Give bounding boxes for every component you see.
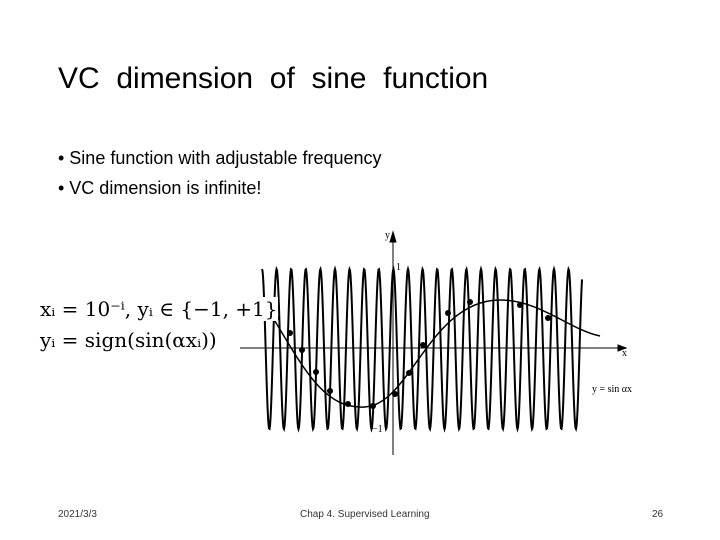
sample-point (517, 302, 523, 308)
fast-sine (261, 265, 583, 433)
sample-point (545, 315, 551, 321)
sample-point (420, 342, 426, 348)
sample-point (445, 310, 451, 316)
sample-point (299, 347, 305, 353)
bullet: • Sine function with adjustable frequenc… (58, 148, 382, 168)
sample-point (287, 330, 293, 336)
curve-label: y = sin αx (592, 384, 632, 395)
sample-point (313, 369, 319, 375)
tick-label: −1 (372, 424, 383, 435)
sample-point (406, 370, 412, 376)
formula: yᵢ = sign(sin(αxᵢ)) (40, 328, 217, 352)
formula: xᵢ = 10⁻ⁱ, yᵢ ∈ {−1, +1} (40, 297, 278, 321)
y-label: y (385, 230, 390, 241)
footer-center: Chap 4. Supervised Learning (300, 509, 430, 520)
sample-point (370, 403, 376, 409)
sample-point (392, 391, 398, 397)
sample-point (467, 299, 473, 305)
footer-date: 2021/3/3 (58, 509, 97, 520)
arrow (617, 344, 628, 352)
x-label: x (622, 348, 627, 359)
sample-point (327, 388, 333, 394)
page-number: 26 (652, 509, 664, 520)
arrow (389, 230, 397, 243)
sample-point (345, 401, 351, 407)
slide-title: VC dimension of sine function (58, 62, 489, 95)
slow-sine (261, 299, 601, 408)
tick-label: 1 (396, 262, 401, 273)
bullet: • VC dimension is infinite! (58, 178, 262, 198)
